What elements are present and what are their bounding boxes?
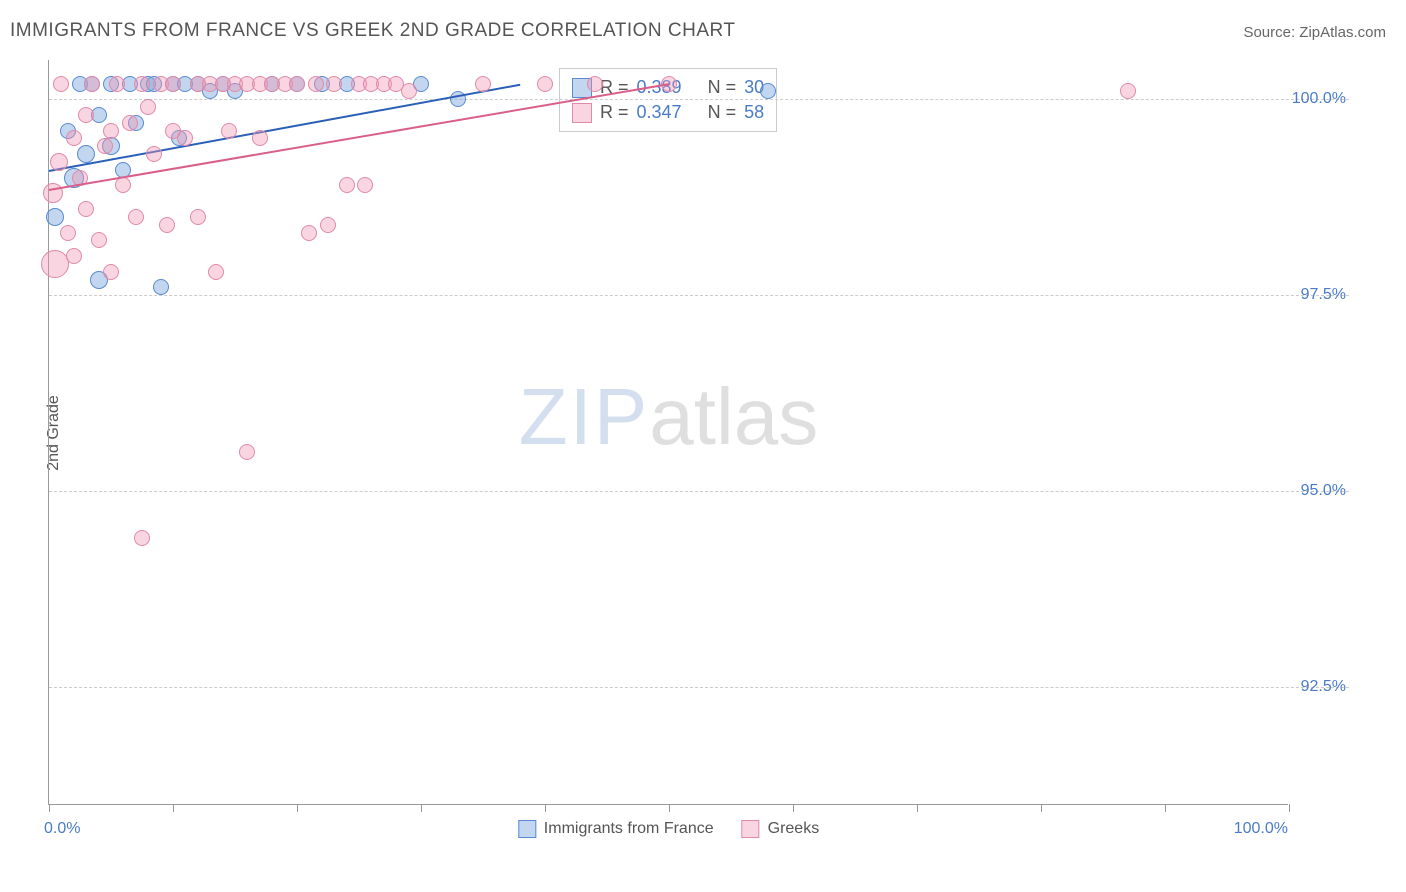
legend-label: Greeks [768, 820, 820, 838]
data-point [475, 76, 491, 92]
y-tick-label: 97.5% [1301, 286, 1346, 304]
chart-container: 2nd Grade ZIPatlas 0.0% 100.0% R =0.389N… [48, 60, 1348, 805]
x-axis-max-label: 100.0% [1234, 820, 1288, 838]
legend-swatch [572, 103, 592, 123]
gridline [49, 491, 1349, 492]
gridline [49, 687, 1349, 688]
y-tick-label: 92.5% [1301, 678, 1346, 696]
data-point [221, 123, 237, 139]
legend-n-value: 58 [744, 102, 764, 123]
data-point [122, 115, 138, 131]
legend-r-label: R = [600, 102, 629, 123]
data-point [239, 444, 255, 460]
data-point [103, 123, 119, 139]
data-point [146, 146, 162, 162]
data-point [66, 248, 82, 264]
x-tick [297, 804, 298, 812]
gridline [49, 295, 1349, 296]
x-tick [173, 804, 174, 812]
data-point [177, 130, 193, 146]
legend-item: Greeks [742, 820, 820, 838]
data-point [140, 99, 156, 115]
x-tick [793, 804, 794, 812]
data-point [159, 217, 175, 233]
data-point [153, 279, 169, 295]
y-tick-label: 100.0% [1292, 90, 1346, 108]
data-point [165, 76, 181, 92]
data-point [537, 76, 553, 92]
trend-line [49, 84, 521, 172]
chart-title: IMMIGRANTS FROM FRANCE VS GREEK 2ND GRAD… [10, 20, 736, 42]
data-point [53, 76, 69, 92]
data-point [190, 209, 206, 225]
data-point [115, 177, 131, 193]
data-point [134, 530, 150, 546]
watermark-part2: atlas [649, 372, 818, 461]
legend-row: R = 0.347 N = 58 [572, 100, 764, 125]
x-tick [669, 804, 670, 812]
legend-n-label: N = [708, 102, 737, 123]
x-tick [1165, 804, 1166, 812]
watermark: ZIPatlas [519, 371, 818, 463]
data-point [760, 83, 776, 99]
data-point [326, 76, 342, 92]
data-point [109, 76, 125, 92]
legend-label: Immigrants from France [544, 820, 714, 838]
legend-r-value: 0.347 [637, 102, 682, 123]
data-point [46, 208, 64, 226]
data-point [289, 76, 305, 92]
x-axis-min-label: 0.0% [44, 820, 80, 838]
data-point [84, 76, 100, 92]
x-tick [49, 804, 50, 812]
data-point [252, 130, 268, 146]
data-point [401, 83, 417, 99]
x-tick [1041, 804, 1042, 812]
x-tick [421, 804, 422, 812]
series-legend: Immigrants from France Greeks [518, 820, 819, 838]
watermark-part1: ZIP [519, 372, 649, 461]
legend-swatch [518, 820, 536, 838]
legend-n-label: N = [708, 77, 737, 98]
data-point [339, 177, 355, 193]
plot-area: ZIPatlas 0.0% 100.0% R =0.389N =30R =0.3… [48, 60, 1288, 805]
data-point [357, 177, 373, 193]
data-point [77, 145, 95, 163]
source-attribution: Source: ZipAtlas.com [1243, 24, 1386, 41]
data-point [103, 264, 119, 280]
data-point [97, 138, 113, 154]
data-point [50, 153, 68, 171]
data-point [78, 201, 94, 217]
legend-item: Immigrants from France [518, 820, 714, 838]
data-point [1120, 83, 1136, 99]
data-point [134, 76, 150, 92]
data-point [587, 76, 603, 92]
data-point [78, 107, 94, 123]
x-tick [917, 804, 918, 812]
data-point [128, 209, 144, 225]
data-point [60, 225, 76, 241]
x-tick [545, 804, 546, 812]
gridline [49, 99, 1349, 100]
data-point [320, 217, 336, 233]
y-tick-label: 95.0% [1301, 482, 1346, 500]
data-point [66, 130, 82, 146]
data-point [308, 76, 324, 92]
data-point [208, 264, 224, 280]
data-point [91, 232, 107, 248]
data-point [301, 225, 317, 241]
legend-swatch [742, 820, 760, 838]
x-tick [1289, 804, 1290, 812]
